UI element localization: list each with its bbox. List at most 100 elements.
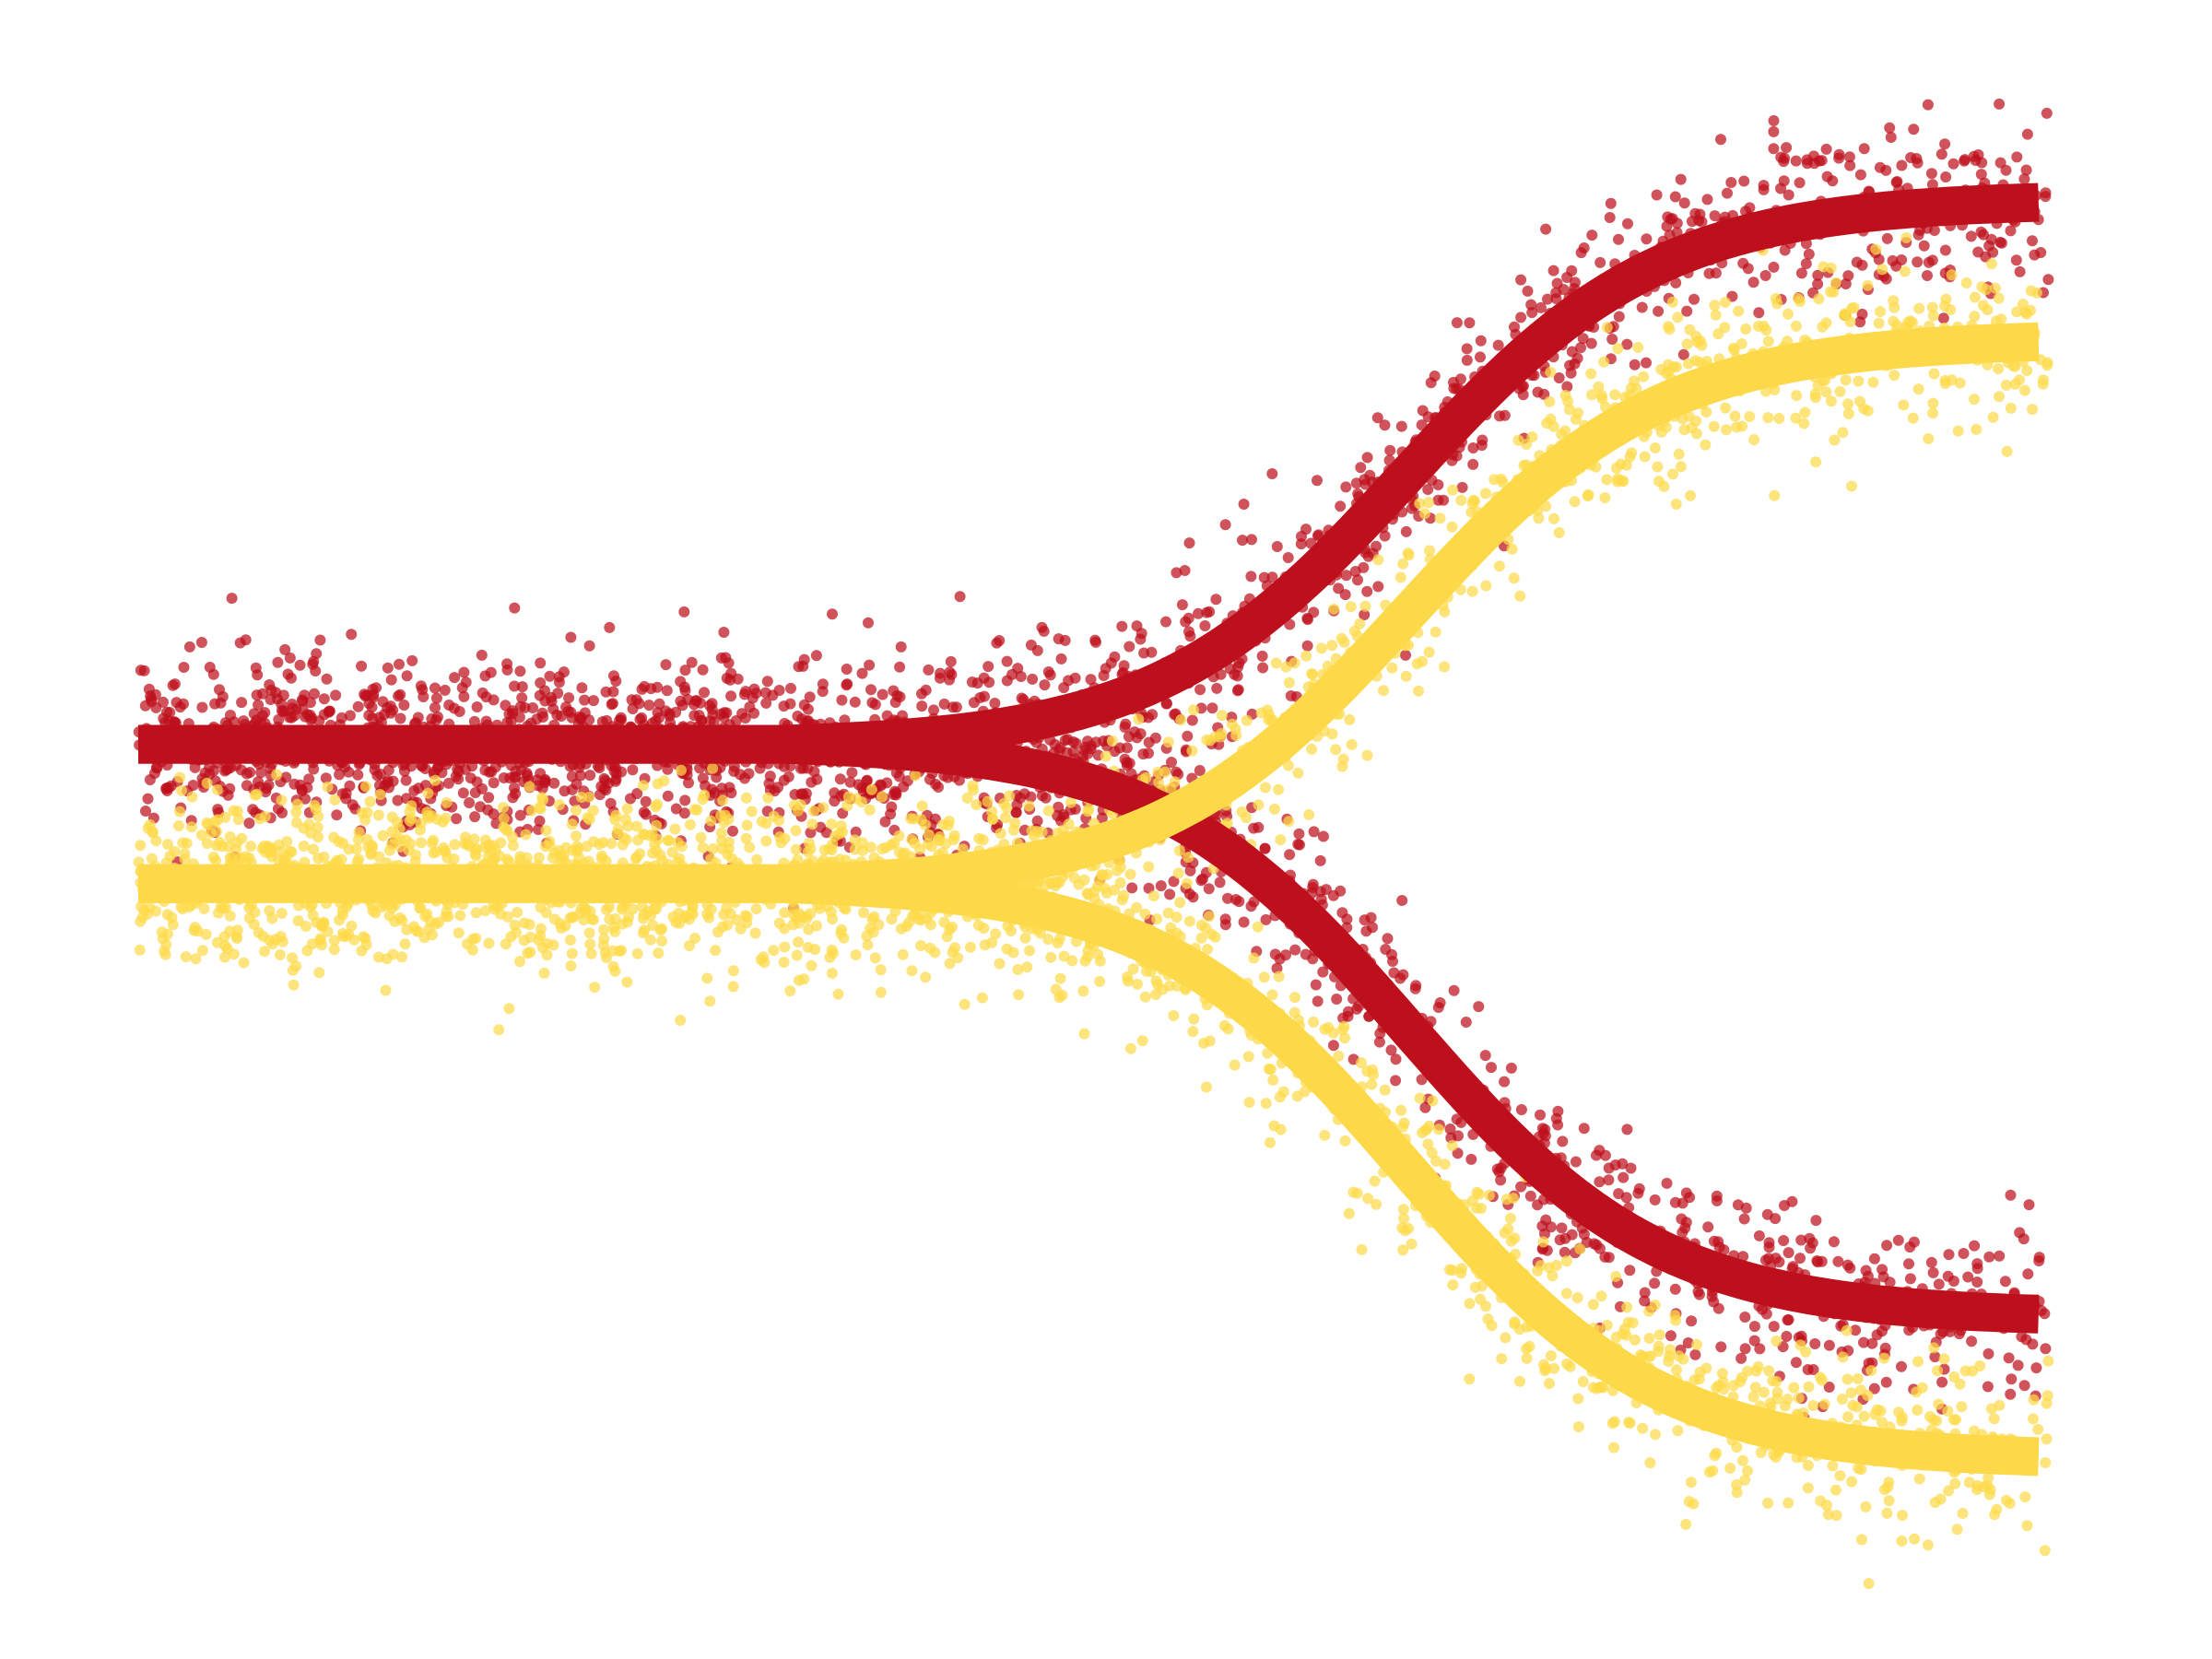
scatter-point: [1842, 407, 1854, 419]
scatter-point: [1622, 218, 1633, 229]
scatter-point: [1135, 728, 1147, 740]
scatter-point: [1577, 333, 1589, 345]
scatter-point: [1273, 971, 1285, 982]
scatter-point: [1638, 371, 1650, 382]
scatter-point: [307, 658, 319, 670]
scatter-point: [507, 840, 519, 852]
scatter-point: [1550, 287, 1562, 299]
scatter-point: [1595, 1290, 1607, 1302]
scatter-point: [1143, 736, 1155, 748]
scatter-point: [469, 787, 481, 798]
scatter-point: [1813, 293, 1825, 305]
scatter-point: [1384, 444, 1396, 456]
scatter-point: [1862, 405, 1874, 417]
scatter-point: [439, 684, 451, 696]
scatter-point: [483, 841, 495, 853]
scatter-point: [429, 682, 441, 694]
scatter-point: [1346, 738, 1358, 750]
scatter-point: [385, 674, 397, 686]
scatter-point: [841, 664, 853, 675]
scatter-point: [1123, 731, 1135, 743]
scatter-point: [426, 713, 438, 724]
scatter-point: [2042, 274, 2054, 286]
scatter-point: [1862, 279, 1874, 291]
scatter-point: [468, 715, 480, 727]
scatter-point: [1411, 658, 1423, 670]
scatter-point: [1009, 817, 1021, 829]
scatter-point: [1929, 1351, 1941, 1363]
scatter-point: [1545, 1221, 1557, 1233]
scatter-point: [1823, 1339, 1835, 1351]
scatter-point: [924, 773, 935, 785]
scatter-point: [1572, 1393, 1584, 1405]
scatter-point: [198, 902, 210, 914]
scatter-point: [2027, 404, 2039, 416]
scatter-point: [1361, 452, 1373, 464]
scatter-point: [1201, 1081, 1212, 1093]
scatter-point: [1326, 728, 1338, 740]
scatter-point: [1970, 155, 1982, 166]
scatter-point: [725, 787, 737, 799]
scatter-point: [1521, 1343, 1532, 1355]
scatter-point: [372, 809, 384, 821]
scatter-point: [346, 629, 358, 641]
scatter-point: [688, 699, 700, 711]
scatter-point: [1670, 499, 1682, 510]
scatter-point: [2011, 306, 2023, 318]
scatter-point: [1969, 311, 1981, 323]
scatter-point: [1702, 1221, 1714, 1233]
scatter-point: [1881, 1507, 1893, 1519]
scatter-point: [773, 815, 785, 827]
scatter-point: [631, 947, 643, 959]
scatter-point: [1891, 320, 1903, 331]
scatter-point: [1991, 1503, 2003, 1515]
scatter-point: [1928, 368, 1940, 380]
scatter-point: [1865, 1365, 1877, 1377]
scatter-point: [1670, 361, 1682, 373]
scatter-point: [1828, 1236, 1840, 1248]
scatter-point: [161, 706, 172, 718]
scatter-point: [1065, 796, 1077, 808]
scatter-point: [1193, 607, 1205, 619]
scatter-point: [1327, 1040, 1339, 1052]
scatter-point: [1535, 1109, 1546, 1121]
scatter-point: [479, 905, 491, 917]
scatter-point: [2005, 1189, 2017, 1201]
scatter-point: [1888, 295, 1900, 307]
scatter-point: [1242, 1051, 1254, 1063]
scatter-point: [1794, 177, 1806, 189]
scatter-point: [1925, 1256, 1937, 1268]
scatter-point: [514, 700, 526, 712]
scatter-point: [1260, 782, 1271, 794]
scatter-point: [1182, 612, 1194, 624]
scatter-point: [1912, 256, 1924, 268]
scatter-point: [924, 919, 936, 931]
scatter-point: [453, 706, 465, 717]
scatter-point: [401, 670, 413, 682]
scatter-point: [1031, 815, 1043, 827]
scatter-point: [483, 792, 495, 804]
scatter-point: [1786, 1195, 1798, 1207]
scatter-point: [1983, 1347, 1994, 1359]
scatter-point: [895, 641, 907, 653]
scatter-point: [279, 705, 291, 717]
scatter-point: [1994, 1250, 2006, 1262]
scatter-point: [1312, 475, 1323, 487]
scatter-point: [1891, 176, 1903, 187]
scatter-point: [1023, 800, 1035, 812]
scatter-point: [1266, 571, 1278, 583]
scatter-point: [837, 826, 848, 838]
scatter-point: [1843, 151, 1855, 163]
scatter-point: [1846, 1476, 1858, 1488]
scatter-point: [581, 841, 593, 853]
scatter-point: [1969, 394, 1980, 406]
scatter-point: [1913, 302, 1925, 314]
scatter-point: [1854, 395, 1865, 407]
scatter-point: [514, 809, 526, 821]
scatter-point: [171, 697, 182, 709]
scatter-point: [272, 656, 284, 668]
scatter-point: [1360, 925, 1372, 937]
scatter-point: [169, 846, 181, 857]
scatter-point: [863, 617, 874, 629]
